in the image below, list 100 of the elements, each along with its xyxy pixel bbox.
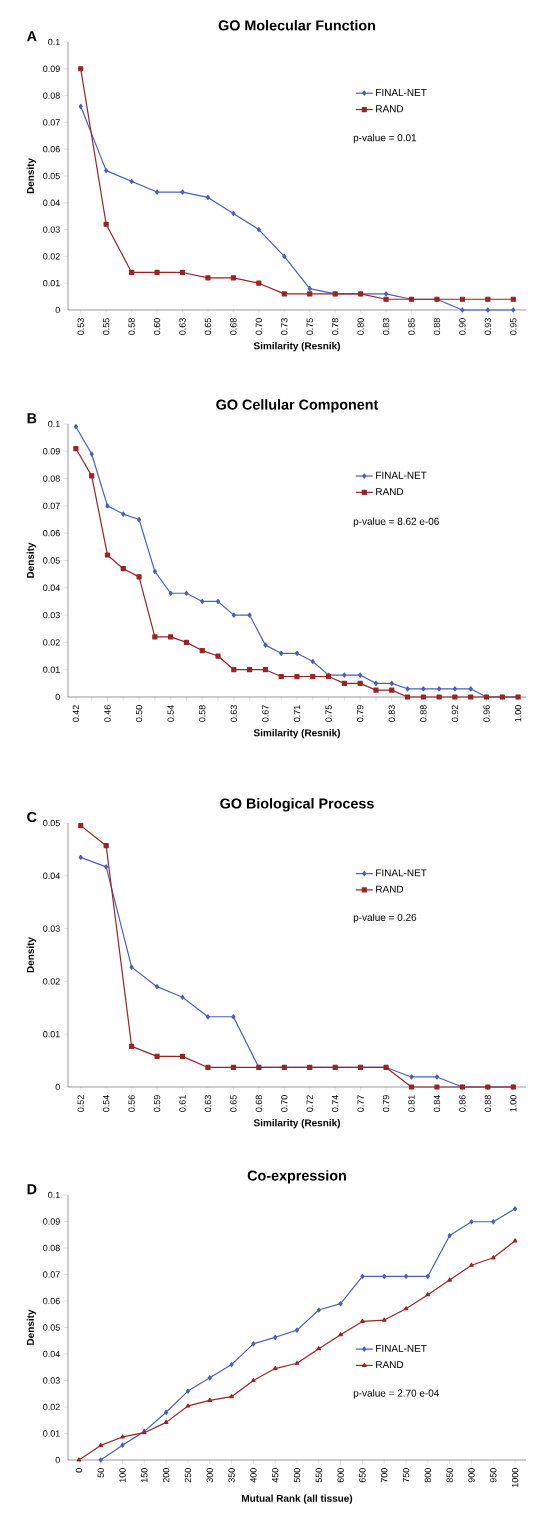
x-tick-label: 0.79 (382, 1095, 390, 1112)
x-tick-label: 0.88 (484, 1095, 492, 1112)
x-tick-label: 600 (337, 1468, 344, 1483)
x-tick-label: 0.90 (459, 318, 466, 335)
x-tick-label: 1000 (511, 1468, 519, 1488)
text: C (27, 811, 37, 823)
x-tick-label: 0.65 (204, 318, 212, 335)
y-tick-label: 0.1 (48, 38, 60, 46)
y-axis-title: Density (26, 542, 36, 578)
legend-label: FINAL-NET (376, 471, 427, 479)
y-tick-label: 0.08 (43, 475, 60, 482)
x-tick-label: 0.84 (433, 1095, 441, 1112)
annotation: p-value = 0.01 (353, 133, 417, 144)
x-tick-label: 0.56 (128, 1095, 135, 1112)
x-tick-label: 0.88 (433, 318, 441, 335)
x-tick-label: 0.75 (306, 318, 313, 335)
annotation: p-value = 0.26 (353, 913, 417, 923)
y-tick-label: 0.04 (43, 872, 60, 879)
y-tick-label: 0.07 (43, 119, 60, 126)
x-tick-label: 250 (184, 1468, 192, 1483)
y-tick-label: 0.08 (43, 1244, 60, 1252)
y-tick-label: 0.03 (43, 226, 60, 233)
y-tick-label: 0.07 (43, 1271, 60, 1278)
y-tick-label: 0.02 (43, 978, 60, 985)
y-tick-label: 0.07 (43, 502, 60, 510)
x-tick-label: 850 (446, 1468, 453, 1483)
x-tick-label: 0.54 (167, 705, 174, 722)
x-tick-label: 0.65 (230, 1095, 237, 1112)
x-tick-label: 0.67 (262, 705, 269, 722)
x-tick-label: 0.73 (281, 318, 288, 335)
x-tick-label: 0.75 (325, 705, 332, 722)
x-tick-label: 0.60 (153, 318, 161, 335)
x-tick-label: 0.63 (204, 1095, 212, 1112)
x-tick-label: 750 (402, 1468, 410, 1483)
y-tick-label: 0.09 (43, 65, 60, 72)
legend-label: RAND (376, 488, 404, 496)
y-tick-label: 0.02 (43, 639, 60, 646)
x-tick-label: 200 (162, 1468, 170, 1483)
y-axis-title: Density (26, 1309, 36, 1345)
legend-label: FINAL-NET (376, 869, 427, 877)
x-tick-label: 0.85 (408, 318, 415, 335)
x-tick-label: 500 (293, 1468, 301, 1483)
y-tick-label: 0.04 (43, 584, 60, 591)
x-tick-label: 0 (75, 1468, 83, 1473)
x-tick-label: 0.63 (230, 705, 238, 722)
y-tick-label: 0.05 (43, 557, 60, 564)
chart-title: GO Molecular Function (218, 19, 376, 31)
x-tick-label: 950 (490, 1468, 497, 1483)
legend-label: RAND (376, 105, 404, 113)
y-tick-label: 0.06 (43, 530, 60, 537)
x-tick-label: 0.68 (230, 318, 237, 335)
y-axis-title: Density (26, 158, 36, 194)
x-tick-label: 0.86 (459, 1095, 466, 1112)
x-tick-label: 0.72 (306, 1095, 313, 1112)
x-tick-label: 0.58 (128, 318, 135, 335)
x-axis-title: Mutual Rank (all tissue) (242, 1494, 353, 1504)
chart-title: GO Cellular Component (216, 399, 379, 413)
y-tick-label: 0.09 (43, 1218, 60, 1225)
x-tick-label: 0.70 (281, 1095, 288, 1112)
y-tick-label: 0.01 (43, 1031, 60, 1038)
x-tick-label: 0.42 (72, 705, 80, 722)
y-tick-label: 0.06 (43, 1297, 60, 1305)
x-tick-label: 0.70 (255, 318, 263, 335)
x-tick-label: 0.68 (255, 1095, 263, 1112)
x-tick-label: 0.52 (77, 1095, 84, 1112)
y-tick-label: 0.01 (43, 1430, 60, 1437)
x-tick-label: 0.81 (408, 1095, 415, 1112)
x-tick-label: 0.88 (420, 705, 427, 722)
x-tick-label: 0.59 (153, 1095, 161, 1112)
x-tick-label: 0.93 (484, 318, 492, 335)
y-tick-label: 0 (55, 1456, 60, 1464)
x-tick-label: 0.95 (510, 318, 517, 335)
y-tick-label: 0.05 (43, 1324, 60, 1331)
x-tick-label: 0.46 (104, 705, 111, 722)
y-tick-label: 0.04 (43, 1350, 60, 1358)
x-tick-label: 350 (228, 1468, 235, 1483)
x-tick-label: 700 (381, 1468, 388, 1483)
x-tick-label: 900 (468, 1468, 475, 1483)
x-tick-label: 0.77 (357, 1095, 364, 1112)
x-tick-label: 0.55 (102, 318, 110, 335)
x-tick-label: 0.53 (77, 318, 84, 335)
y-tick-label: 0.02 (43, 253, 60, 260)
x-tick-label: 400 (250, 1468, 257, 1483)
y-tick-label: 0.1 (48, 420, 60, 428)
legend-label: FINAL-NET (376, 1344, 427, 1352)
x-tick-label: 0.83 (388, 705, 395, 722)
x-tick-label: 0.78 (331, 318, 339, 335)
x-tick-label: 0.80 (357, 318, 364, 335)
x-tick-label: 650 (359, 1468, 366, 1483)
x-axis-title: Similarity (Resnik) (253, 729, 340, 739)
x-tick-label: 300 (206, 1468, 213, 1483)
y-tick-label: 0.03 (43, 611, 60, 619)
y-tick-label: 0.09 (43, 448, 60, 455)
y-tick-label: 0.01 (43, 666, 60, 673)
x-tick-label: 0.74 (331, 1095, 339, 1112)
y-tick-label: 0 (55, 306, 60, 314)
y-tick-label: 0.01 (43, 280, 60, 287)
text: D (27, 1184, 37, 1195)
y-axis-title: Density (26, 937, 36, 973)
text: B (27, 413, 37, 424)
